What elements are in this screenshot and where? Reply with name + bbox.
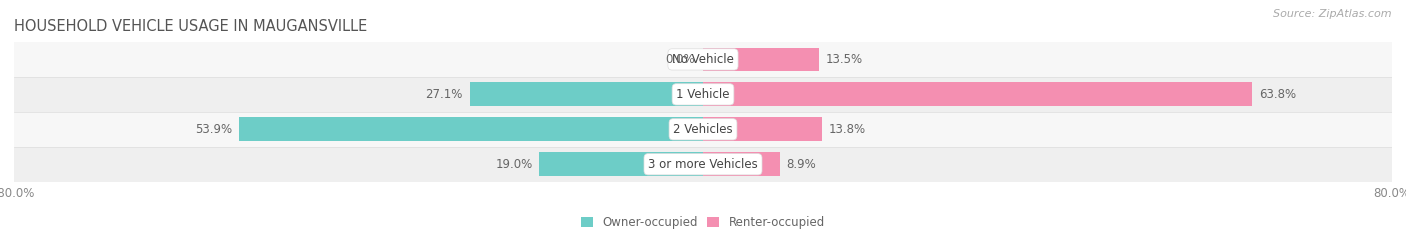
Bar	[14, 112, 1392, 147]
Text: 0.0%: 0.0%	[665, 53, 695, 66]
Text: 27.1%: 27.1%	[426, 88, 463, 101]
Bar	[540, 152, 703, 176]
Bar	[14, 147, 1392, 182]
Bar	[703, 82, 1253, 106]
Text: Source: ZipAtlas.com: Source: ZipAtlas.com	[1274, 9, 1392, 19]
Text: 2 Vehicles: 2 Vehicles	[673, 123, 733, 136]
Text: 3 or more Vehicles: 3 or more Vehicles	[648, 158, 758, 171]
Legend: Owner-occupied, Renter-occupied: Owner-occupied, Renter-occupied	[581, 216, 825, 229]
Bar	[703, 117, 823, 141]
Bar	[14, 77, 1392, 112]
Bar	[239, 117, 703, 141]
Bar	[703, 48, 820, 71]
Text: 13.5%: 13.5%	[827, 53, 863, 66]
Text: 13.8%: 13.8%	[828, 123, 866, 136]
Text: 19.0%: 19.0%	[495, 158, 533, 171]
Text: 1 Vehicle: 1 Vehicle	[676, 88, 730, 101]
Bar	[470, 82, 703, 106]
Bar	[703, 152, 780, 176]
Text: No Vehicle: No Vehicle	[672, 53, 734, 66]
Bar	[14, 42, 1392, 77]
Text: 8.9%: 8.9%	[786, 158, 817, 171]
Text: 53.9%: 53.9%	[195, 123, 232, 136]
Text: 63.8%: 63.8%	[1260, 88, 1296, 101]
Text: HOUSEHOLD VEHICLE USAGE IN MAUGANSVILLE: HOUSEHOLD VEHICLE USAGE IN MAUGANSVILLE	[14, 19, 367, 34]
